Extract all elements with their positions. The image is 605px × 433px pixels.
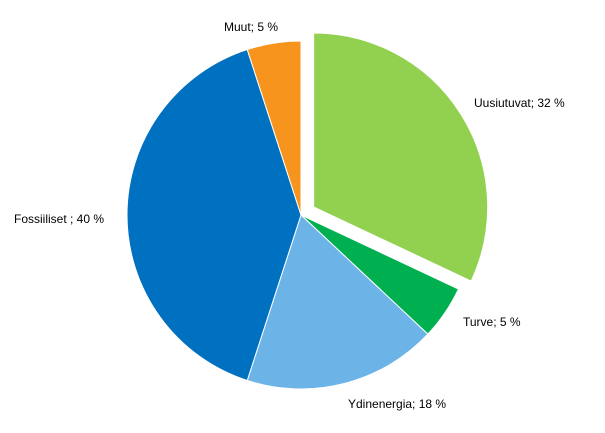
pie-slice-0 xyxy=(313,32,489,282)
slice-label-muut: Muut; 5 % xyxy=(224,20,278,34)
pie-labels: Uusiutuvat; 32 % Turve; 5 % Ydinenergia;… xyxy=(14,20,565,411)
pie-slices xyxy=(126,32,489,390)
pie-slice-3 xyxy=(126,48,302,382)
slice-label-turve: Turve; 5 % xyxy=(463,315,521,329)
slice-label-fossiiliset: Fossiiliset ; 40 % xyxy=(14,212,104,226)
slice-label-uusiutuvat: Uusiutuvat; 32 % xyxy=(474,96,565,110)
pie-slice-4 xyxy=(246,40,302,216)
pie-slice-2 xyxy=(246,214,429,390)
slice-label-ydinenergia: Ydinenergia; 18 % xyxy=(348,397,446,411)
